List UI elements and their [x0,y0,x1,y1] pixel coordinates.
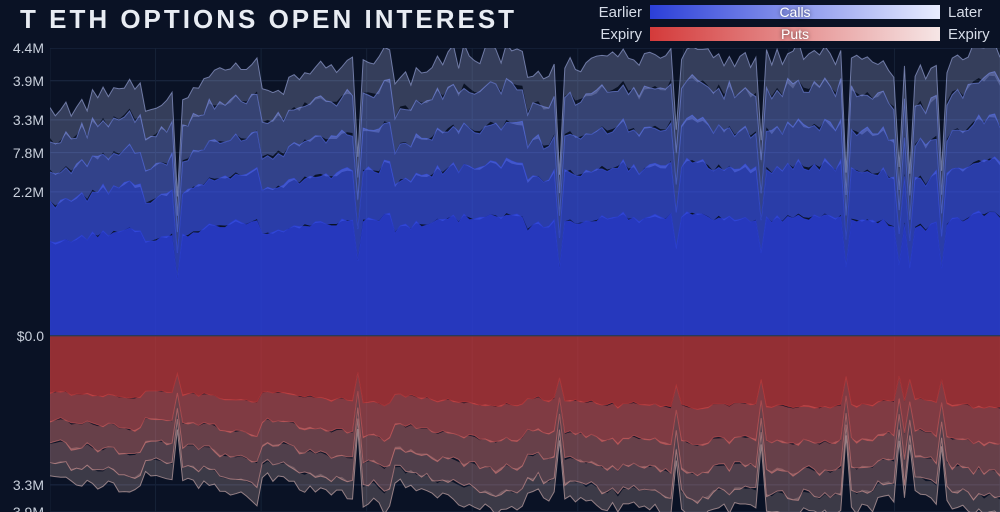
legend-earlier-label: Earlier [580,4,650,21]
legend-expiry-label-right: Expiry [940,26,1000,43]
chart-container: T ETH OPTIONS OPEN INTEREST Earlier Call… [0,0,1000,512]
legend: Earlier Calls Later Expiry Puts Expiry [580,2,1000,44]
y-tick-label: 7.8M [13,145,44,161]
y-tick-label: 2.2M [13,184,44,200]
legend-puts-gradient: Puts [650,27,940,41]
legend-puts-label: Puts [781,26,809,42]
legend-calls-gradient: Calls [650,5,940,19]
chart-title: T ETH OPTIONS OPEN INTEREST [20,4,517,35]
legend-expiry-label-left: Expiry [580,26,650,43]
y-tick-label: 3.9M [13,73,44,89]
y-axis: 4.4M3.9M3.3M7.8M2.2M$0.03.3M3.9M [0,48,50,512]
y-tick-label: 4.4M [13,40,44,56]
legend-row-calls: Earlier Calls Later [580,2,1000,22]
y-tick-label: $0.0 [17,328,44,344]
plot-svg [50,48,1000,512]
y-tick-label: 3.3M [13,477,44,493]
plot-area [50,48,1000,512]
y-tick-label: 3.9M [13,504,44,512]
legend-calls-label: Calls [779,4,810,20]
y-tick-label: 3.3M [13,112,44,128]
legend-row-puts: Expiry Puts Expiry [580,24,1000,44]
legend-later-label: Later [940,4,1000,21]
